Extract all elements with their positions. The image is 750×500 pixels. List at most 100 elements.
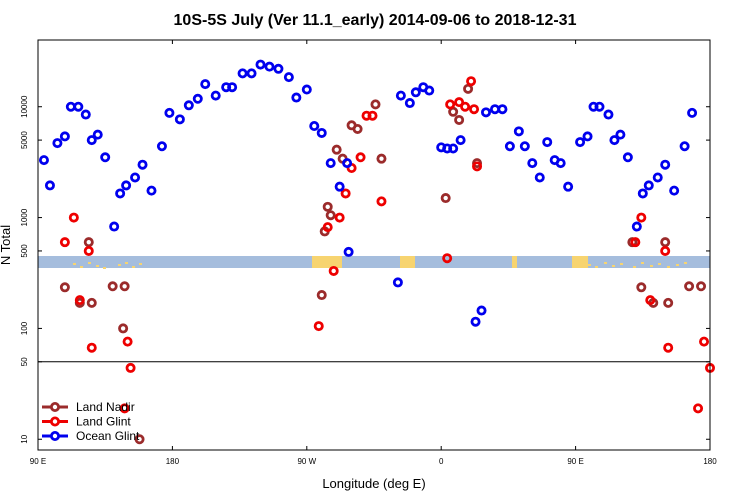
data-point [527, 158, 538, 169]
land-patch [400, 256, 415, 268]
data-point [352, 123, 363, 134]
data-point [469, 104, 480, 115]
y-tick-label: 50 [20, 357, 29, 366]
data-point [68, 212, 79, 223]
data-point [80, 109, 91, 120]
data-point [264, 61, 275, 72]
data-point [476, 305, 487, 316]
data-point [331, 144, 342, 155]
x-tick-label: 180 [703, 457, 717, 466]
data-point [183, 100, 194, 111]
data-point [119, 281, 130, 292]
data-point [109, 221, 120, 232]
data-point [645, 295, 656, 306]
data-point [156, 141, 167, 152]
data-point [630, 237, 641, 248]
data-point [86, 297, 97, 308]
data-point [636, 212, 647, 223]
data-point [660, 237, 671, 248]
data-point [316, 127, 327, 138]
data-point [200, 79, 211, 90]
island-patch [650, 265, 653, 267]
data-point [652, 172, 663, 183]
data-point [696, 281, 707, 292]
data-point [343, 246, 354, 257]
legend-label: Ocean Glint [76, 429, 140, 443]
data-point [454, 97, 465, 108]
data-point [555, 158, 566, 169]
data-point [563, 181, 574, 192]
data-point [122, 336, 133, 347]
data-point [325, 210, 336, 221]
data-point [59, 282, 70, 293]
data-point [125, 362, 136, 373]
island-patch [139, 263, 142, 265]
data-point [59, 131, 70, 142]
data-point [92, 129, 103, 140]
data-point [355, 152, 366, 163]
legend-label: Land Nadir [76, 400, 135, 414]
data-point [660, 159, 671, 170]
data-point [687, 107, 698, 118]
island-patch [132, 266, 135, 268]
data-point [392, 277, 403, 288]
data-point [210, 90, 221, 101]
y-tick-label: 10000 [20, 95, 29, 118]
island-patch [667, 266, 670, 268]
x-axis-label: Longitude (deg E) [322, 476, 425, 491]
data-point [575, 137, 586, 148]
data-point [130, 172, 141, 183]
y-axis-label: N Total [0, 225, 13, 265]
data-point [255, 59, 266, 70]
data-point [519, 141, 530, 152]
data-point [164, 107, 175, 118]
data-point [227, 82, 238, 93]
data-point [100, 152, 111, 163]
data-point [622, 152, 633, 163]
data-point [322, 222, 333, 233]
data-point [663, 297, 674, 308]
legend-marker [50, 401, 61, 412]
data-point [44, 180, 55, 191]
plot-frame [37, 39, 711, 451]
x-tick-label: 90 W [297, 457, 316, 466]
island-patch [641, 262, 644, 264]
data-point [534, 172, 545, 183]
island-patch [595, 266, 598, 268]
data-point [313, 321, 324, 332]
legend-item: Land Nadir [42, 400, 135, 414]
data-point [59, 237, 70, 248]
data-point [52, 138, 63, 149]
land-patch [312, 256, 342, 268]
island-patch [80, 266, 83, 268]
island-patch [73, 263, 76, 265]
data-point [636, 282, 647, 293]
land-patch [572, 256, 588, 268]
data-point [480, 107, 491, 118]
island-patch [588, 264, 591, 266]
data-point [395, 90, 406, 101]
data-point [472, 161, 483, 172]
data-point [325, 158, 336, 169]
island-patch [620, 263, 623, 265]
legend-label: Land Glint [76, 415, 131, 429]
data-point [693, 403, 704, 414]
series-land-glint [59, 76, 716, 414]
data-point [460, 101, 471, 112]
data-point [291, 92, 302, 103]
data-point [137, 159, 148, 170]
land-patch [512, 256, 517, 268]
data-point [322, 201, 333, 212]
legend-item: Ocean Glint [42, 429, 140, 443]
data-point [660, 245, 671, 256]
data-point [342, 158, 353, 169]
data-point [121, 180, 132, 191]
data-point [513, 126, 524, 137]
data-point [334, 181, 345, 192]
legend-marker [50, 430, 61, 441]
y-tick-label: 5000 [20, 131, 29, 149]
data-point [107, 281, 118, 292]
data-point [663, 342, 674, 353]
data-point [684, 281, 695, 292]
x-tick-label: 90 E [30, 457, 46, 466]
